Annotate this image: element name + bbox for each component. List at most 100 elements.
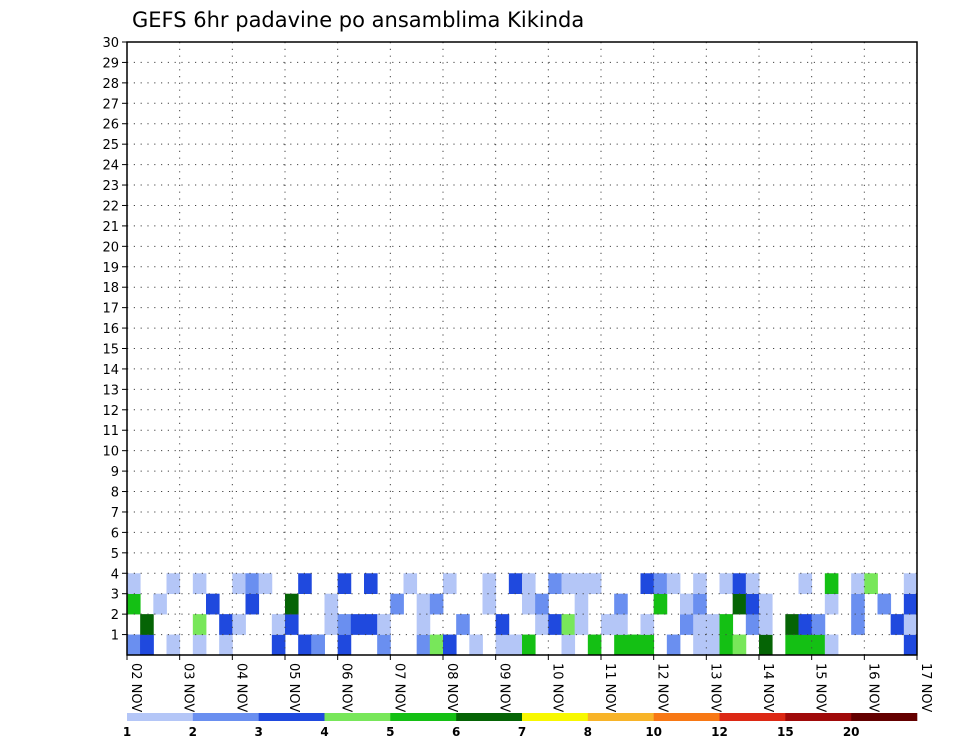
- heatmap-cell: [587, 573, 602, 594]
- x-tick-label: 04 NOV: [233, 663, 248, 712]
- heatmap-cell: [535, 614, 549, 635]
- cells-layer: [127, 573, 918, 656]
- heatmap-cell: [192, 634, 207, 656]
- heatmap-cell: [443, 573, 457, 594]
- y-axis: 1234567891011121314151617181920212223242…: [102, 36, 127, 644]
- y-tick-label: 27: [102, 97, 119, 112]
- heatmap-cell: [232, 573, 246, 594]
- heatmap-cell: [574, 573, 589, 594]
- y-tick-label: 6: [111, 526, 119, 541]
- heatmap-cell: [377, 634, 391, 656]
- heatmap-cell: [587, 634, 602, 656]
- x-tick-label: 06 NOV: [339, 663, 354, 712]
- legend-swatch: [719, 713, 786, 721]
- heatmap-cell: [508, 634, 523, 656]
- x-tick-label: 15 NOV: [813, 663, 828, 712]
- y-tick-label: 11: [102, 424, 119, 439]
- heatmap-cell: [627, 634, 641, 656]
- y-tick-label: 7: [111, 506, 119, 521]
- heatmap-cell: [851, 573, 865, 594]
- y-tick-label: 18: [102, 281, 119, 296]
- heatmap-cell: [719, 614, 734, 635]
- heatmap-cell: [745, 614, 760, 635]
- heatmap-cell: [350, 614, 365, 635]
- legend-swatch: [324, 713, 391, 721]
- y-tick-label: 14: [102, 363, 119, 378]
- heatmap-cell: [337, 614, 352, 635]
- legend-label: 10: [645, 725, 662, 739]
- legend-swatch: [258, 713, 325, 721]
- heatmap-cell: [614, 634, 628, 656]
- heatmap-cell: [245, 593, 260, 615]
- heatmap-cell: [495, 614, 510, 635]
- color-legend: 1 2 3 4 5 6 7 8 10 12 15 20: [123, 713, 918, 739]
- y-tick-label: 4: [111, 567, 119, 582]
- heatmap-cell: [364, 573, 378, 594]
- x-tick-label: 12 NOV: [655, 663, 670, 712]
- heatmap-cell: [127, 593, 141, 615]
- y-tick-label: 5: [111, 547, 119, 562]
- x-tick-label: 13 NOV: [707, 663, 722, 712]
- heatmap-cell: [166, 573, 181, 594]
- heatmap-cell: [614, 614, 628, 635]
- heatmap-cell: [574, 593, 589, 615]
- heatmap-cell: [127, 634, 141, 656]
- heatmap-cell: [732, 634, 747, 656]
- x-tick-label: 10 NOV: [549, 663, 564, 712]
- heatmap-cell: [640, 634, 655, 656]
- heatmap-cell: [548, 573, 562, 594]
- heatmap-cell: [232, 614, 246, 635]
- heatmap-cell: [298, 634, 312, 656]
- heatmap-cell: [785, 634, 799, 656]
- heatmap-cell: [890, 614, 905, 635]
- legend-swatch: [785, 713, 852, 721]
- y-tick-label: 19: [102, 261, 119, 276]
- heatmap-cell: [706, 634, 720, 656]
- heatmap-cell: [364, 614, 378, 635]
- legend-label: 4: [320, 725, 328, 739]
- x-tick-label: 11 NOV: [602, 663, 617, 712]
- heatmap-cell: [285, 614, 299, 635]
- heatmap-cell: [416, 634, 431, 656]
- heatmap-cell: [798, 614, 813, 635]
- legend-swatch: [390, 713, 457, 721]
- heatmap-cell: [640, 614, 655, 635]
- heatmap-cell: [680, 593, 694, 615]
- y-tick-label: 9: [111, 465, 119, 480]
- heatmap-cell: [851, 593, 865, 615]
- heatmap-cell: [798, 573, 813, 594]
- heatmap-cell: [824, 573, 839, 594]
- legend-swatch: [851, 713, 918, 721]
- y-tick-label: 20: [102, 240, 119, 255]
- chart-title: GEFS 6hr padavine po ansamblima Kikinda: [132, 8, 584, 32]
- heatmap-cell: [680, 614, 694, 635]
- heatmap-cell: [811, 634, 826, 656]
- legend-label: 5: [386, 725, 394, 739]
- y-tick-label: 26: [102, 118, 119, 133]
- x-tick-label: 16 NOV: [865, 663, 880, 712]
- heatmap-cell: [245, 573, 260, 594]
- heatmap-cell: [732, 593, 747, 615]
- heatmap-cell: [127, 573, 141, 594]
- y-tick-label: 17: [102, 302, 119, 317]
- heatmap-cell: [666, 634, 681, 656]
- heatmap-cell: [508, 573, 523, 594]
- heatmap-cell: [192, 573, 207, 594]
- heatmap-cell: [561, 614, 576, 635]
- legend-label: 15: [777, 725, 794, 739]
- y-tick-label: 10: [102, 445, 119, 460]
- heatmap-cell: [561, 634, 576, 656]
- x-tick-label: 17 NOV: [918, 663, 933, 712]
- heatmap-cell: [166, 634, 181, 656]
- legend-label: 20: [843, 725, 860, 739]
- heatmap-cell: [258, 573, 273, 594]
- heatmap-cell: [522, 573, 536, 594]
- heatmap-cell: [666, 573, 681, 594]
- x-tick-label: 07 NOV: [391, 663, 406, 712]
- heatmap-cell: [693, 614, 707, 635]
- heatmap-cell: [864, 573, 878, 594]
- heatmap-cell: [785, 614, 799, 635]
- heatmap-cell: [337, 634, 352, 656]
- heatmap-cell: [574, 614, 589, 635]
- heatmap-cell: [416, 593, 431, 615]
